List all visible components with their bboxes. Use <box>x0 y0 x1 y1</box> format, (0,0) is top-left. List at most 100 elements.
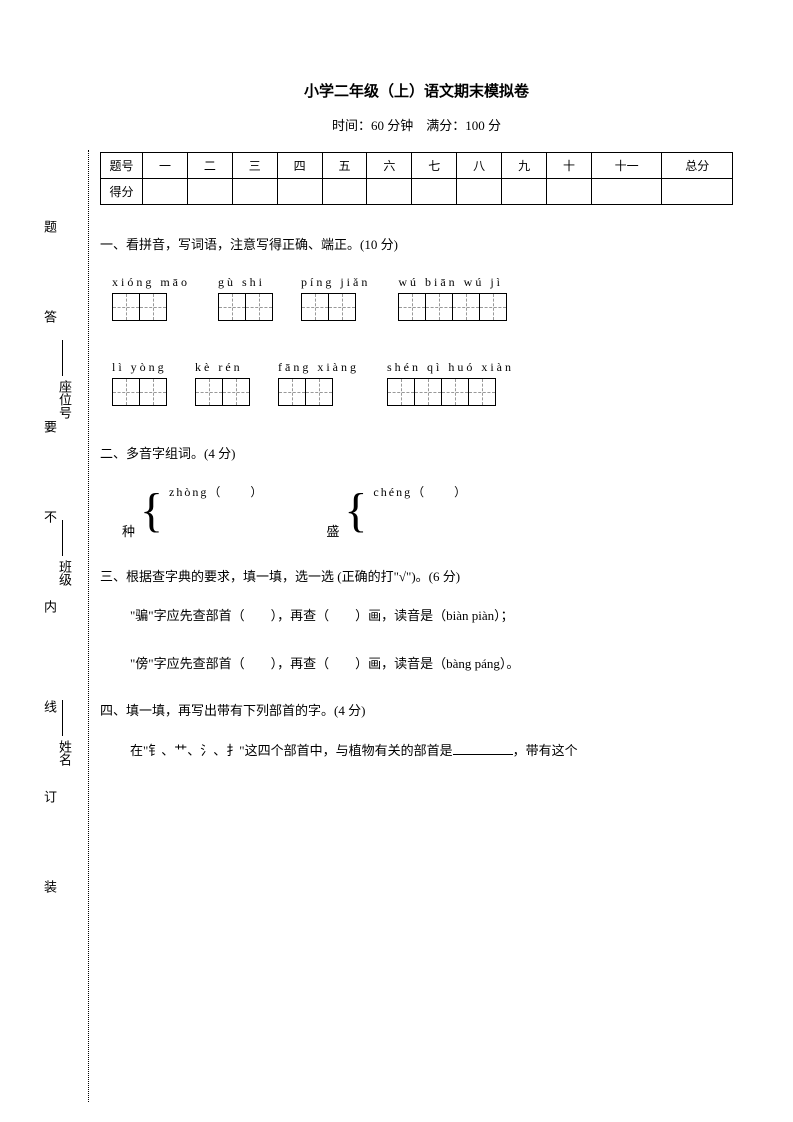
polyphone-item: 盛 { chéng（ ） <box>344 482 468 541</box>
pinyin-group: fāng xiàng <box>278 357 359 406</box>
table-cell: 得分 <box>101 179 143 205</box>
q2-title: 二、多音字组词。(4 分) <box>100 442 733 465</box>
char-box[interactable] <box>245 293 273 321</box>
binding-dotted-line <box>88 150 89 1102</box>
char-box[interactable] <box>441 378 469 406</box>
table-cell: 八 <box>457 153 502 179</box>
table-cell[interactable] <box>412 179 457 205</box>
table-cell[interactable] <box>367 179 412 205</box>
poly-char: 种 <box>122 520 135 543</box>
char-box[interactable] <box>328 293 356 321</box>
table-cell: 五 <box>322 153 367 179</box>
name-field-line <box>62 700 63 736</box>
binding-label: 内 <box>40 600 59 621</box>
question-2: 二、多音字组词。(4 分) 种 { zhòng（ ） 盛 { chéng（ ） <box>100 442 733 541</box>
binding-label: 要 <box>40 420 59 441</box>
char-box[interactable] <box>112 293 140 321</box>
q3-line1: "骗"字应先查部首（ ），再查（ ）画，读音是（biàn piàn）； <box>130 604 733 627</box>
score-table: 题号 一 二 三 四 五 六 七 八 九 十 十一 总分 得分 <box>100 152 733 205</box>
q4-text-b: ，带有这个 <box>513 743 578 758</box>
char-box[interactable] <box>305 378 333 406</box>
table-cell[interactable] <box>502 179 547 205</box>
table-cell[interactable] <box>277 179 322 205</box>
table-cell[interactable] <box>322 179 367 205</box>
table-cell[interactable] <box>547 179 592 205</box>
binding-label: 订 <box>40 790 59 811</box>
table-row: 题号 一 二 三 四 五 六 七 八 九 十 十一 总分 <box>101 153 733 179</box>
pinyin-group: kè rén <box>195 357 250 406</box>
poly-char: 盛 <box>326 520 339 543</box>
binding-label: 装 <box>40 880 59 901</box>
char-box[interactable] <box>301 293 329 321</box>
q1-title: 一、看拼音，写词语，注意写得正确、端正。(10 分) <box>100 233 733 256</box>
table-cell: 七 <box>412 153 457 179</box>
pinyin-group: shén qì huó xiàn <box>387 357 514 406</box>
table-cell: 题号 <box>101 153 143 179</box>
char-box[interactable] <box>387 378 415 406</box>
fill-blank[interactable] <box>453 741 513 755</box>
table-cell: 一 <box>143 153 188 179</box>
pinyin-text: gù shi <box>218 272 265 288</box>
table-cell: 二 <box>187 153 232 179</box>
question-4: 四、填一填，再写出带有下列部首的字。(4 分) 在"钅、艹、氵、扌"这四个部首中… <box>100 699 733 762</box>
table-cell: 十 <box>547 153 592 179</box>
char-box[interactable] <box>195 378 223 406</box>
char-box[interactable] <box>218 293 246 321</box>
q4-text-a: 在"钅、艹、氵、扌"这四个部首中，与植物有关的部首是 <box>130 743 453 758</box>
exam-title: 小学二年级（上）语文期末模拟卷 <box>100 80 733 101</box>
table-cell: 总分 <box>662 153 733 179</box>
char-box[interactable] <box>139 293 167 321</box>
pinyin-row: lì yòng kè rén fāng xiàng shén qì huó xi… <box>112 357 733 406</box>
q3-line2: "傍"字应先查部首（ ），再查（ ）画，读音是（bàng páng）。 <box>130 652 733 675</box>
pinyin-group: wú biān wú jì <box>398 272 507 321</box>
pinyin-text: kè rén <box>195 357 243 373</box>
table-cell[interactable] <box>662 179 733 205</box>
binding-label: 不 <box>40 510 59 531</box>
poly-reading: zhòng（ ） <box>169 482 264 504</box>
q4-title: 四、填一填，再写出带有下列部首的字。(4 分) <box>100 699 733 722</box>
table-row: 得分 <box>101 179 733 205</box>
pinyin-group: lì yòng <box>112 357 167 406</box>
char-box[interactable] <box>222 378 250 406</box>
table-cell: 六 <box>367 153 412 179</box>
char-box[interactable] <box>479 293 507 321</box>
char-box[interactable] <box>452 293 480 321</box>
char-box[interactable] <box>414 378 442 406</box>
name-field-label: 姓名 <box>55 740 74 766</box>
pinyin-group: gù shi <box>218 272 273 321</box>
table-cell[interactable] <box>457 179 502 205</box>
brace-icon: { <box>344 487 367 535</box>
char-box[interactable] <box>425 293 453 321</box>
pinyin-group: xióng māo <box>112 272 190 321</box>
pinyin-text: wú biān wú jì <box>398 272 503 288</box>
table-cell: 十一 <box>591 153 662 179</box>
poly-reading: chéng（ ） <box>373 482 468 504</box>
pinyin-group: píng jiǎn <box>301 272 370 321</box>
char-box[interactable] <box>468 378 496 406</box>
table-cell: 四 <box>277 153 322 179</box>
polyphone-item: 种 { zhòng（ ） <box>140 482 264 541</box>
char-box[interactable] <box>278 378 306 406</box>
binding-label: 题 <box>40 220 59 241</box>
table-cell[interactable] <box>591 179 662 205</box>
pinyin-text: lì yòng <box>112 357 167 373</box>
pinyin-text: píng jiǎn <box>301 272 370 288</box>
q3-title: 三、根据查字典的要求，填一填，选一选 (正确的打"√")。(6 分) <box>100 565 733 588</box>
question-3: 三、根据查字典的要求，填一填，选一选 (正确的打"√")。(6 分) "骗"字应… <box>100 565 733 675</box>
table-cell: 三 <box>232 153 277 179</box>
pinyin-row: xióng māo gù shi píng jiǎn wú biān wú jì <box>112 272 733 321</box>
char-box[interactable] <box>398 293 426 321</box>
pinyin-text: xióng māo <box>112 272 190 288</box>
q4-line: 在"钅、艹、氵、扌"这四个部首中，与植物有关的部首是 ，带有这个 <box>130 739 733 762</box>
exam-subtitle: 时间：60 分钟 满分：100 分 <box>100 115 733 134</box>
pinyin-text: fāng xiàng <box>278 357 359 373</box>
pinyin-text: shén qì huó xiàn <box>387 357 514 373</box>
seat-field-label: 座位号 <box>55 380 74 419</box>
brace-icon: { <box>140 487 163 535</box>
char-box[interactable] <box>139 378 167 406</box>
char-box[interactable] <box>112 378 140 406</box>
table-cell[interactable] <box>187 179 232 205</box>
binding-label: 线 <box>40 700 59 721</box>
table-cell[interactable] <box>143 179 188 205</box>
table-cell[interactable] <box>232 179 277 205</box>
